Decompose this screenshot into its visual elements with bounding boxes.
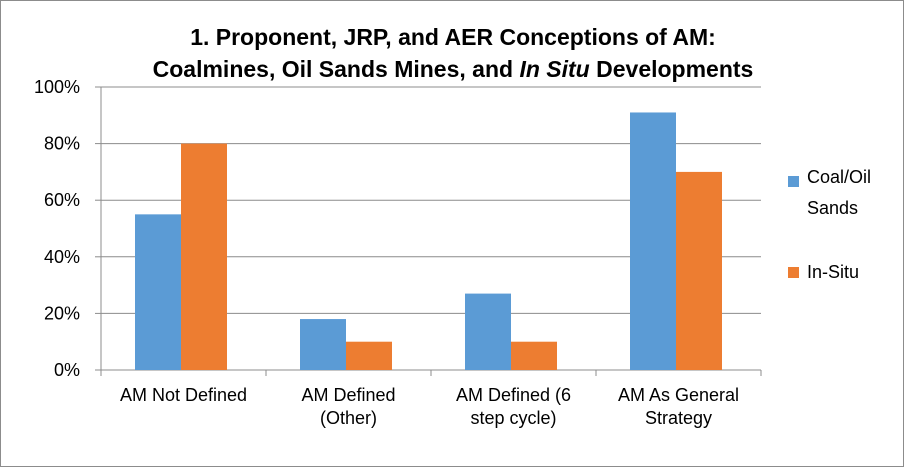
x-category-label: AM As General: [618, 385, 739, 405]
bar-in-situ: [346, 341, 392, 370]
x-category-label: Strategy: [645, 408, 712, 428]
legend-label: Coal/Oil: [807, 167, 871, 187]
y-tick-label: 60%: [44, 190, 80, 210]
bar-coal-oil-sands: [630, 112, 676, 370]
y-tick-label: 40%: [44, 247, 80, 267]
chart-title-line1: 1. Proponent, JRP, and AER Conceptions o…: [190, 24, 716, 50]
legend-swatch-coal-oil-sands: [788, 176, 799, 187]
chart-title-line2-suffix: Developments: [589, 56, 754, 82]
legend-swatch-in-situ: [788, 267, 799, 278]
y-tick-label: 80%: [44, 134, 80, 154]
chart-title-line2: Coalmines, Oil Sands Mines, and In Situ …: [1, 53, 904, 85]
x-category-label: AM Defined (6: [456, 385, 571, 405]
x-category-label: step cycle): [470, 408, 556, 428]
chart-title-line2-italic: In Situ: [519, 56, 590, 82]
x-category-label: AM Defined: [301, 385, 395, 405]
y-tick-label: 100%: [34, 77, 80, 97]
legend-label: Sands: [807, 198, 858, 218]
legend-label: In-Situ: [807, 262, 859, 282]
y-tick-label: 20%: [44, 303, 80, 323]
bar-in-situ: [181, 143, 227, 370]
chart-title-line2-prefix: Coalmines, Oil Sands Mines, and: [152, 56, 520, 82]
y-tick-label: 0%: [54, 360, 80, 380]
bar-coal-oil-sands: [465, 293, 511, 370]
x-category-label: (Other): [320, 408, 377, 428]
x-category-label: AM Not Defined: [120, 385, 247, 405]
bar-in-situ: [511, 341, 557, 370]
bar-coal-oil-sands: [300, 319, 346, 370]
bar-in-situ: [676, 171, 722, 370]
chart-title: 1. Proponent, JRP, and AER Conceptions o…: [1, 21, 904, 85]
bar-coal-oil-sands: [135, 214, 181, 370]
